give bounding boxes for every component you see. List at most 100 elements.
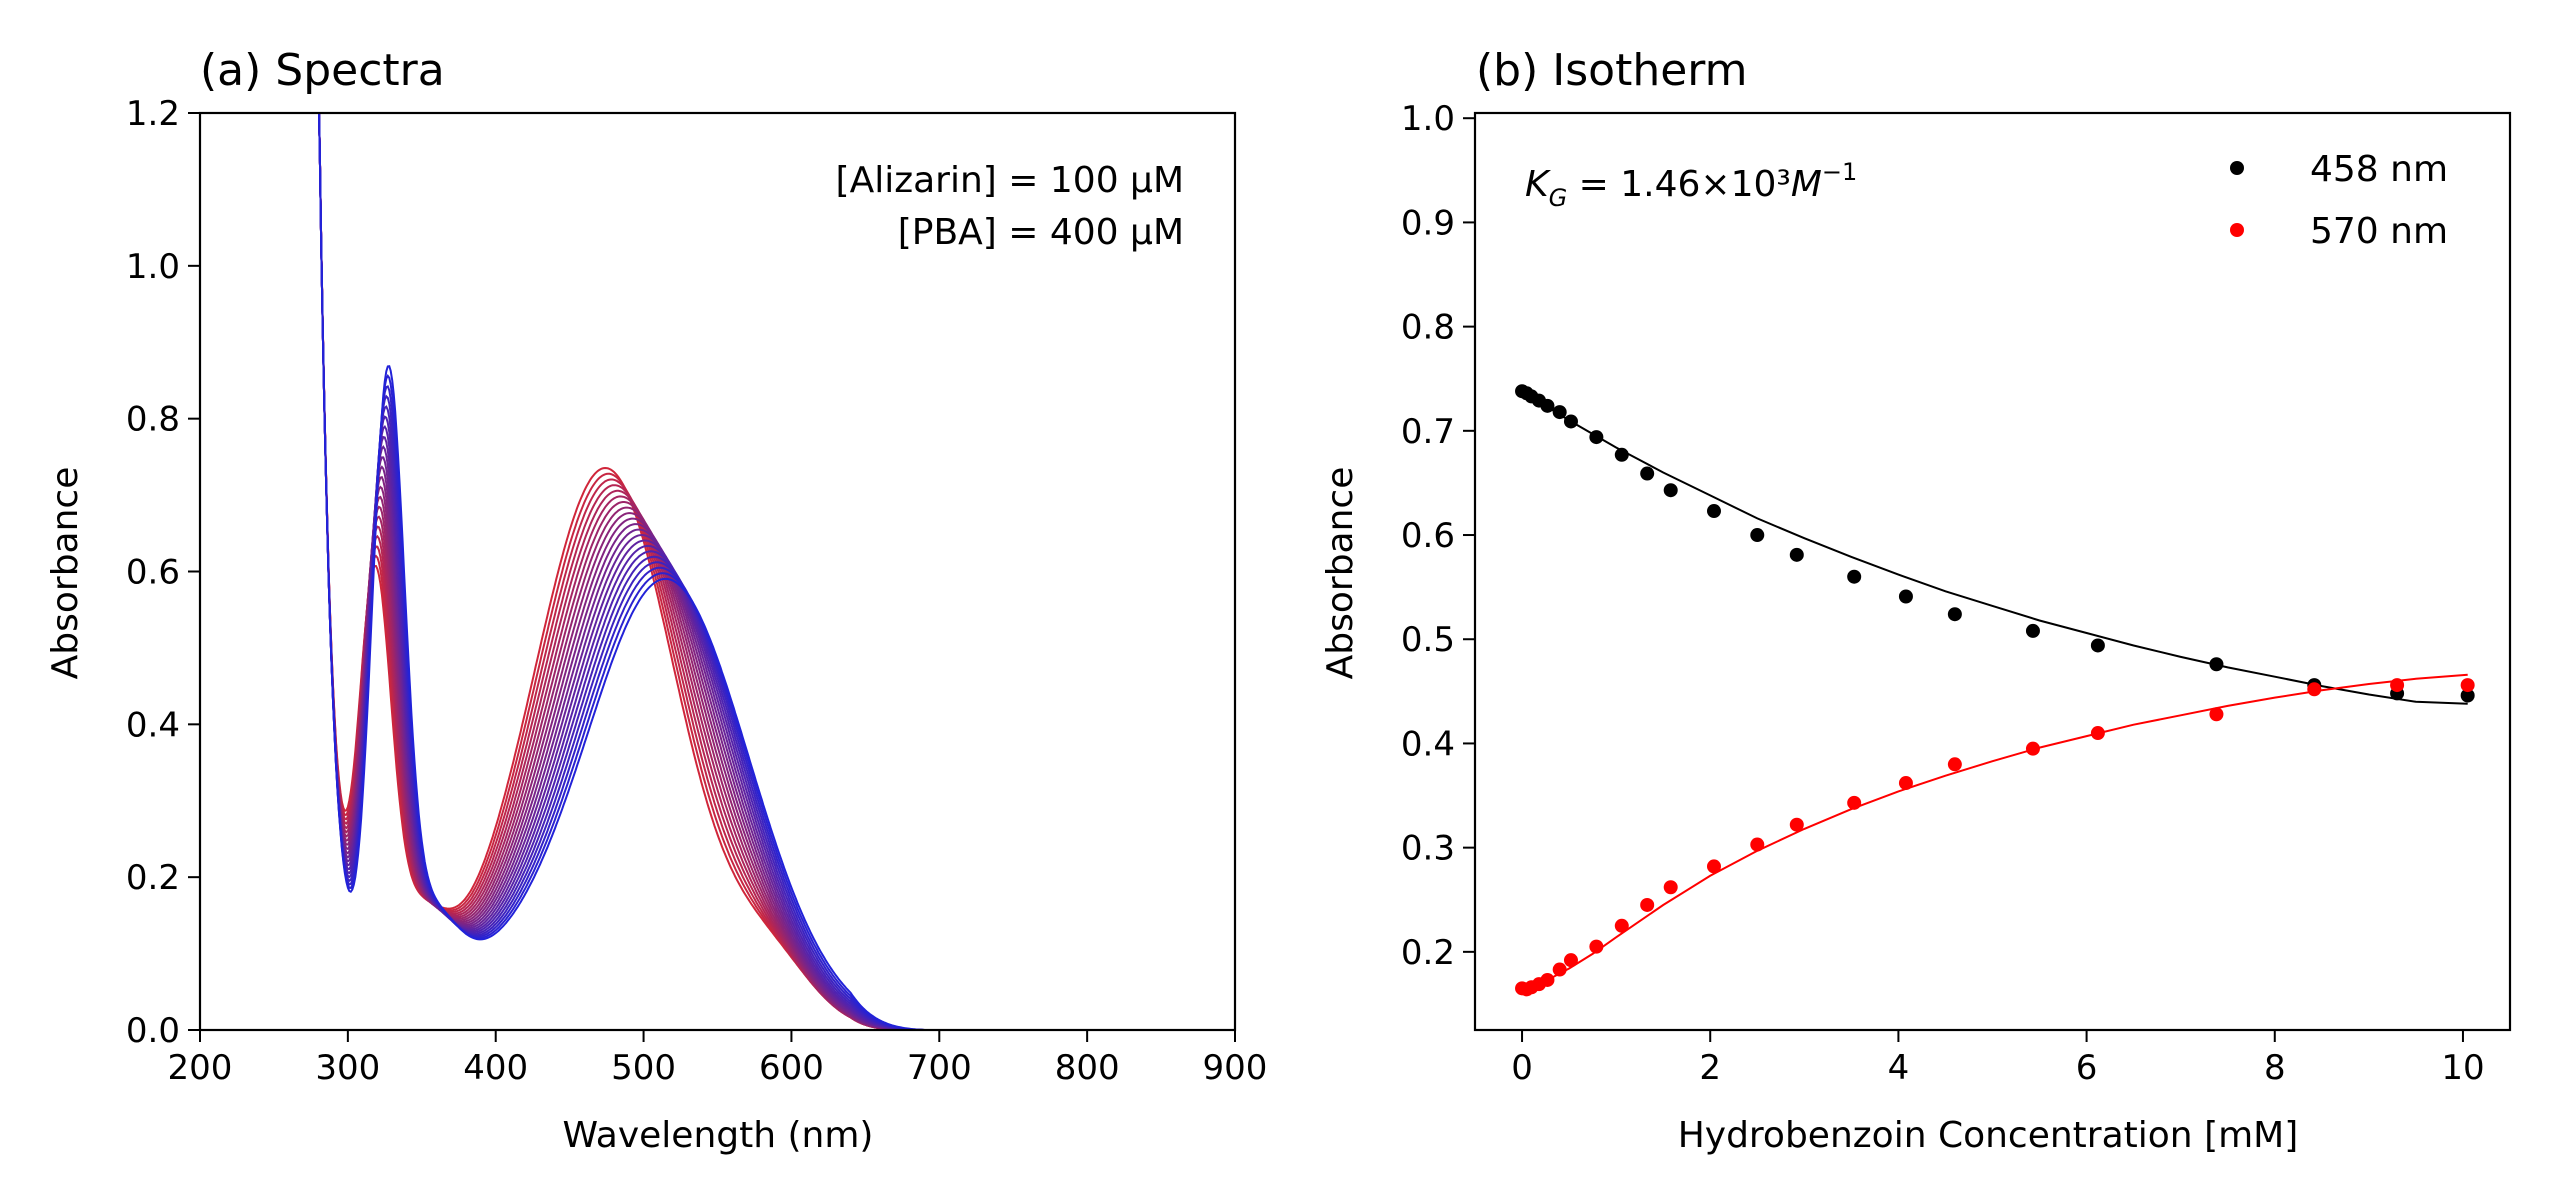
spectra-title: (a) Spectra — [200, 45, 445, 96]
data-point-458-nm — [2460, 688, 2475, 703]
kg-subscript: G — [1549, 184, 1568, 212]
spectra-ylabel: Absorbance — [45, 467, 86, 680]
data-point-458-nm — [2025, 623, 2040, 638]
data-point-458-nm — [1563, 414, 1578, 429]
spectra-y-tick-label: 0.4 — [126, 705, 180, 745]
data-point-570-nm — [1552, 962, 1567, 977]
spectra-y-tick-label: 1.2 — [126, 94, 180, 134]
isotherm-y-tick-label: 0.5 — [1401, 620, 1455, 660]
isotherm-x-tick-label: 8 — [2264, 1048, 2286, 1088]
spectra-y-tick-label: 0.0 — [126, 1011, 180, 1051]
spectra-xlabel: Wavelength (nm) — [563, 1115, 874, 1156]
spectra-y-tick-label: 0.8 — [126, 400, 180, 440]
data-point-458-nm — [1789, 547, 1804, 562]
isotherm-y-tick-label: 0.6 — [1401, 516, 1455, 556]
data-point-458-nm — [1847, 569, 1862, 584]
spectra-xticks: 200 300 400 500 600 700 800 900 — [168, 1030, 1268, 1088]
legend-marker — [2230, 161, 2244, 175]
data-point-570-nm — [1614, 918, 1629, 933]
legend-marker — [2230, 223, 2244, 237]
spectra-x-tick-label: 200 — [168, 1048, 233, 1088]
legend-label: 458 nm — [2310, 149, 2448, 190]
spectra-x-tick-label: 700 — [907, 1048, 972, 1088]
data-point-570-nm — [2209, 707, 2224, 722]
isotherm-x-tick-label: 2 — [1699, 1048, 1721, 1088]
spectra-yticks: 0.0 0.2 0.4 0.6 0.8 1.0 1.2 — [126, 94, 200, 1051]
isotherm-xticks: 0 2 4 6 8 10 — [1511, 1030, 2485, 1088]
data-point-570-nm — [1589, 939, 1604, 954]
data-point-458-nm — [1706, 504, 1721, 519]
isotherm-y-tick-label: 0.4 — [1401, 724, 1455, 764]
spectrum-line — [318, 113, 925, 1030]
isotherm-legend: 458 nm 570 nm — [2230, 149, 2448, 252]
spectra-x-tick-label: 500 — [611, 1048, 676, 1088]
isotherm-y-tick-label: 1.0 — [1401, 99, 1455, 139]
data-point-570-nm — [2025, 741, 2040, 756]
data-point-570-nm — [1563, 953, 1578, 968]
spectra-x-tick-label: 600 — [759, 1048, 824, 1088]
data-point-458-nm — [1640, 466, 1655, 481]
spectra-x-tick-label: 800 — [1055, 1048, 1120, 1088]
spectra-axes-frame — [198, 111, 1237, 1032]
data-point-458-nm — [2209, 657, 2224, 672]
binding-constant-annotation: KG = 1.46×10³M−1 — [1525, 158, 1857, 212]
spectra-panel: (a) Spectra Absorbance Wavelength (nm) [… — [45, 45, 1267, 1156]
isotherm-yticks: 0.2 0.3 0.4 0.5 0.6 0.7 0.8 0.9 1.0 — [1401, 99, 1475, 973]
data-point-458-nm — [1540, 398, 1555, 413]
spectra-x-tick-label: 900 — [1203, 1048, 1268, 1088]
kg-unit: M — [1791, 164, 1822, 205]
legend-label: 570 nm — [2310, 211, 2448, 252]
isotherm-xlabel: Hydrobenzoin Concentration [mM] — [1678, 1115, 2299, 1156]
data-point-458-nm — [1552, 405, 1567, 420]
data-point-458-nm — [1947, 607, 1962, 622]
isotherm-x-tick-label: 10 — [2441, 1048, 2484, 1088]
isotherm-x-tick-label: 4 — [1888, 1048, 1910, 1088]
spectra-lines — [318, 113, 925, 1030]
data-point-570-nm — [2390, 678, 2405, 693]
isotherm-plot — [1515, 384, 2475, 997]
isotherm-y-tick-label: 0.9 — [1401, 203, 1455, 243]
data-point-570-nm — [1640, 897, 1655, 912]
fit-line-570-nm — [1521, 673, 2468, 990]
pba-concentration-annotation: [PBA] = 400 μM — [898, 212, 1184, 253]
kg-value: = 1.46×10³ — [1567, 164, 1791, 205]
fit-line-458-nm — [1521, 390, 2468, 705]
data-point-458-nm — [1589, 430, 1604, 445]
isotherm-y-tick-label: 0.2 — [1401, 933, 1455, 973]
data-point-458-nm — [1898, 589, 1913, 604]
isotherm-axes-frame — [1473, 111, 2512, 1032]
data-point-570-nm — [1750, 837, 1765, 852]
data-point-458-nm — [1614, 447, 1629, 462]
isotherm-x-tick-label: 0 — [1511, 1048, 1533, 1088]
alizarin-concentration-annotation: [Alizarin] = 100 μM — [836, 160, 1184, 201]
isotherm-y-tick-label: 0.3 — [1401, 829, 1455, 869]
data-point-570-nm — [1947, 757, 1962, 772]
kg-symbol: K — [1525, 164, 1551, 205]
kg-unit-exponent: −1 — [1822, 158, 1857, 186]
isotherm-y-tick-label: 0.7 — [1401, 412, 1455, 452]
data-point-570-nm — [1706, 859, 1721, 874]
data-point-570-nm — [1898, 776, 1913, 791]
isotherm-y-tick-label: 0.8 — [1401, 308, 1455, 348]
data-point-570-nm — [1663, 880, 1678, 895]
data-point-458-nm — [1663, 483, 1678, 498]
isotherm-panel: (b) Isotherm Absorbance Hydrobenzoin Con… — [1320, 45, 2512, 1156]
data-point-570-nm — [1540, 972, 1555, 987]
data-point-570-nm — [1789, 817, 1804, 832]
data-point-570-nm — [2307, 682, 2322, 697]
spectra-y-tick-label: 1.0 — [126, 247, 180, 287]
spectra-y-tick-label: 0.2 — [126, 858, 180, 898]
isotherm-ylabel: Absorbance — [1320, 467, 1361, 680]
spectrum-line — [318, 113, 925, 1030]
data-point-458-nm — [1750, 528, 1765, 543]
isotherm-x-tick-label: 6 — [2076, 1048, 2098, 1088]
data-point-570-nm — [2460, 678, 2475, 693]
spectra-x-tick-label: 300 — [315, 1048, 380, 1088]
data-point-570-nm — [1847, 795, 1862, 810]
isotherm-title: (b) Isotherm — [1476, 45, 1747, 96]
data-point-570-nm — [2090, 726, 2105, 741]
data-point-458-nm — [2090, 638, 2105, 653]
spectra-x-tick-label: 400 — [463, 1048, 528, 1088]
spectra-y-tick-label: 0.6 — [126, 553, 180, 593]
